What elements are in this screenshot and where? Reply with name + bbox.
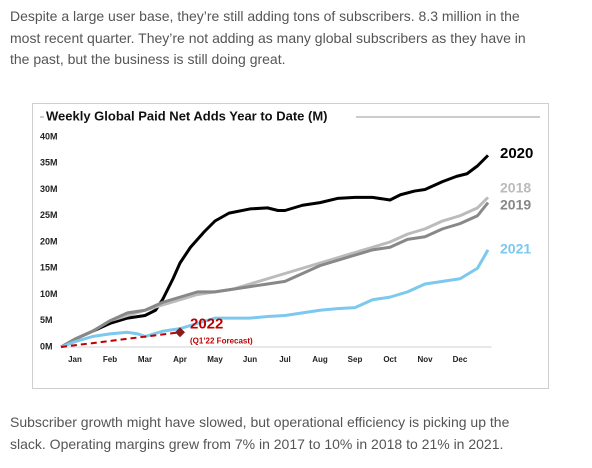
series-label: 2021 <box>500 241 531 257</box>
x-tick-label: Oct <box>383 355 397 364</box>
text-line: Subscriber growth might have slowed, but… <box>10 414 510 430</box>
series-line <box>60 154 490 349</box>
series-line <box>60 249 490 349</box>
series-label: 2018 <box>500 180 531 196</box>
x-tick-label: Jul <box>279 355 291 364</box>
y-tick-label: 25M <box>40 210 58 220</box>
y-tick-label: 10M <box>40 289 58 299</box>
y-tick-label: 30M <box>40 184 58 194</box>
series-line <box>60 201 490 349</box>
x-tick-label: Feb <box>103 355 117 364</box>
x-tick-label: Apr <box>173 355 187 364</box>
x-tick-label: Aug <box>312 355 328 364</box>
y-tick-label: 20M <box>40 236 58 246</box>
text-line: Despite a large user base, they’re still… <box>10 8 520 24</box>
series-label: 2020 <box>500 145 533 162</box>
paragraph: Subscriber growth might have slowed, but… <box>10 412 509 455</box>
chart-title: Weekly Global Paid Net Adds Year to Date… <box>46 108 328 123</box>
x-tick-label: Dec <box>453 355 468 364</box>
x-tick-label: Sep <box>348 355 363 364</box>
y-tick-label: 15M <box>40 263 58 273</box>
chart-frame <box>32 103 549 389</box>
x-tick-label: Jan <box>68 355 82 364</box>
series-label: 2022 <box>190 315 223 332</box>
series-label: 2019 <box>500 197 531 213</box>
text-line: slack. Operating margins grew from 7% in… <box>10 435 504 452</box>
text-line: the past, but the business is still doin… <box>10 51 286 67</box>
x-tick-label: Nov <box>417 355 433 364</box>
y-tick-label: 35M <box>40 158 58 168</box>
paragraph: Despite a large user base, they’re still… <box>10 6 526 71</box>
x-tick-label: May <box>207 355 223 364</box>
y-tick-label: 0M <box>40 341 53 351</box>
y-tick-label: 5M <box>40 315 53 325</box>
series-line <box>60 196 490 349</box>
x-tick-label: Jun <box>243 355 257 364</box>
text-line: most recent quarter. They’re not adding … <box>10 29 526 46</box>
x-tick-label: Mar <box>138 355 152 364</box>
y-tick-label: 40M <box>40 131 58 141</box>
annotation: (Q1’22 Forecast) <box>190 336 253 345</box>
chart: Weekly Global Paid Net Adds Year to Date… <box>32 103 549 389</box>
forecast-marker <box>175 327 185 338</box>
